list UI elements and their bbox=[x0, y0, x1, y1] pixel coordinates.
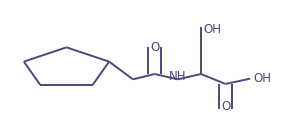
Text: NH: NH bbox=[169, 70, 187, 83]
Text: O: O bbox=[150, 41, 159, 54]
Text: OH: OH bbox=[204, 23, 222, 36]
Text: O: O bbox=[221, 100, 230, 113]
Text: OH: OH bbox=[253, 72, 271, 85]
